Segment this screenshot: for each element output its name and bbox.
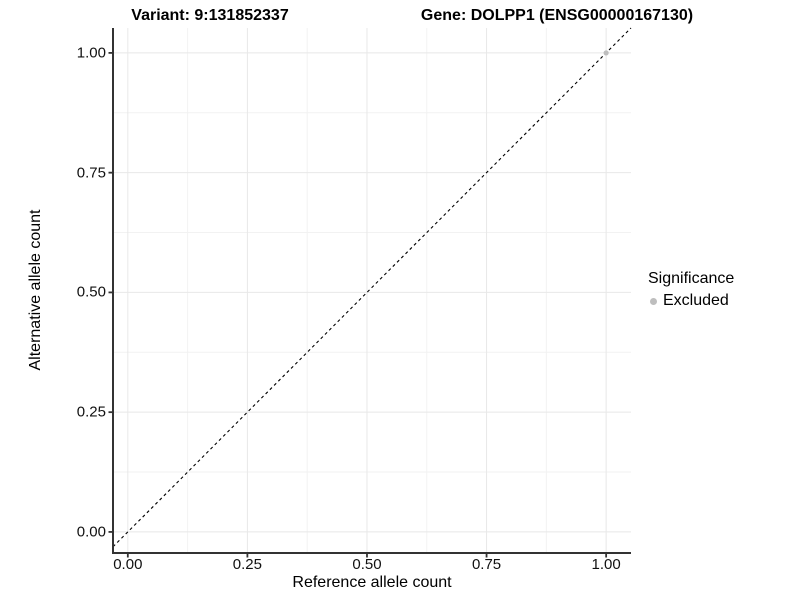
y-tick-label: 0.25 [76,403,106,421]
legend-title: Significance [648,270,735,287]
legend-item-label: Excluded [663,292,729,309]
gridlines [113,28,631,553]
y-tick-label: 1.00 [76,44,106,62]
y-tick-label: 0.00 [76,523,106,541]
legend-item: Excluded [648,292,734,310]
tick-marks [108,52,608,558]
x-axis-title: Reference allele count [292,574,452,591]
x-tick-label: 0.00 [113,556,143,573]
y-tick-label: 0.50 [76,283,106,301]
y-tick-label: 0.75 [76,164,106,182]
x-tick-label: 0.75 [471,556,502,573]
data-point [603,50,609,56]
legend: Significance Excluded [648,269,734,310]
variant-title: Variant: 9:131852337 [131,7,289,24]
identity-line [112,27,632,548]
legend-items: Excluded [648,292,734,310]
x-tick-label: 0.25 [232,556,262,573]
x-tick-label: 0.50 [352,556,382,573]
y-axis-title: Alternative allele count [27,209,44,371]
x-tick-label: 1.00 [591,556,621,573]
legend-dot-icon [650,297,657,305]
gene-title: Gene: DOLPP1 (ENSG00000167130) [420,7,694,24]
